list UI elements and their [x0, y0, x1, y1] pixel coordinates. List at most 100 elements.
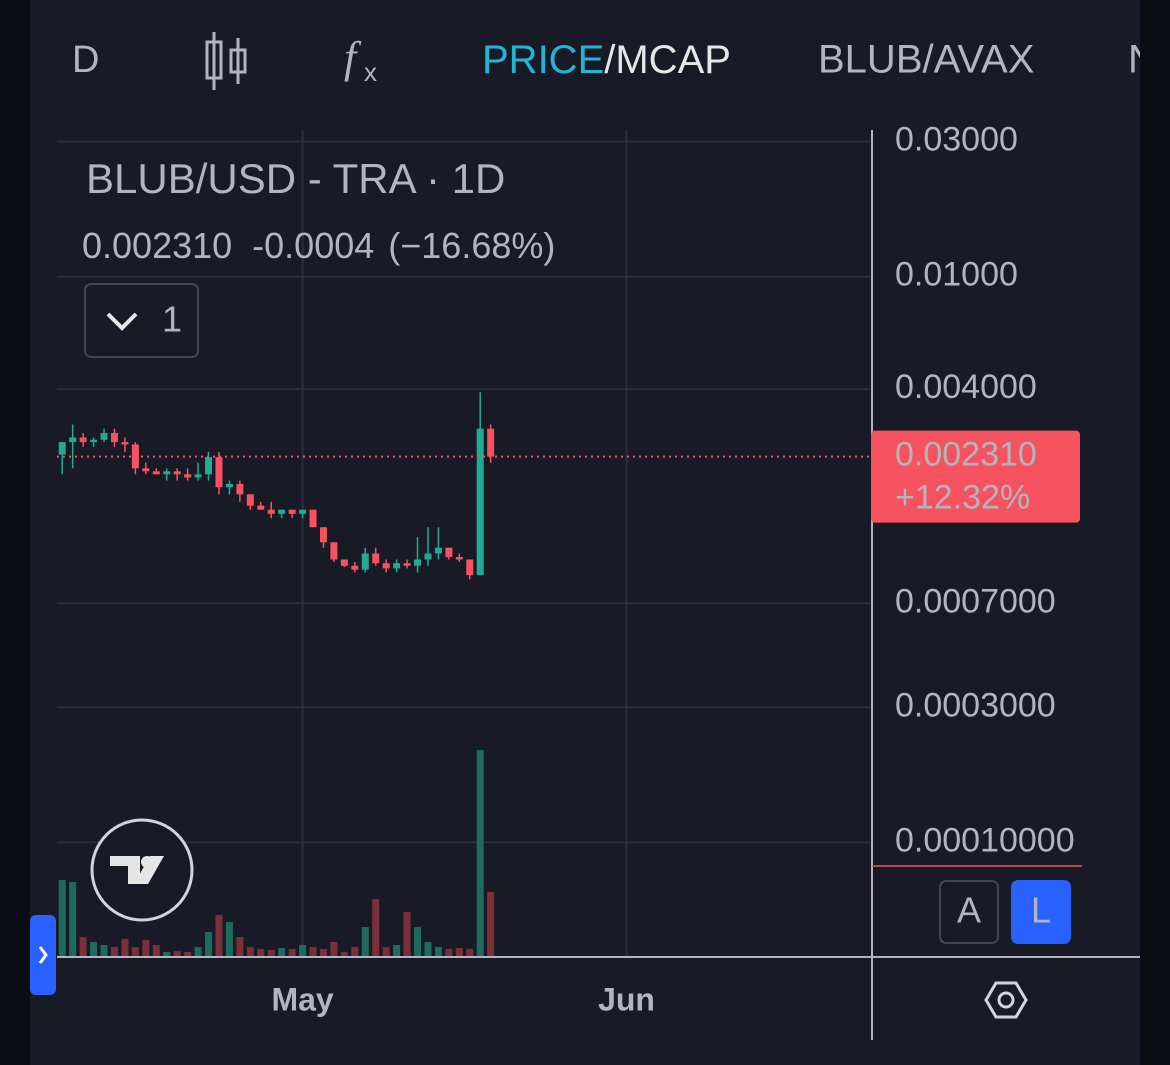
volume-bar	[69, 882, 77, 957]
volume-bar	[414, 927, 422, 957]
volume-bar	[330, 942, 338, 957]
sidebar-tab[interactable]	[30, 915, 56, 995]
y-tick-label: 0.00010000	[895, 821, 1075, 859]
settings-button[interactable]	[984, 981, 1028, 1019]
volume-bar	[131, 947, 139, 957]
candle-body	[225, 483, 233, 488]
volume-bar	[58, 880, 66, 957]
volume-bar	[455, 948, 463, 957]
candle-body	[424, 553, 432, 560]
candle-body	[299, 509, 307, 514]
volume-bar	[278, 948, 286, 957]
candle-body	[351, 565, 359, 570]
volume-bar	[382, 947, 390, 957]
volume-bar	[194, 947, 202, 957]
candle-body	[257, 505, 265, 510]
volume-bar	[236, 937, 244, 957]
candle-body	[194, 474, 202, 478]
price-option[interactable]: PRICE	[482, 38, 604, 82]
scale-mode-label: L	[1031, 890, 1051, 931]
candle-body	[100, 433, 108, 440]
scale-mode-label: A	[957, 890, 981, 931]
price-mcap-toggle[interactable]: PRICE/MCAP	[482, 38, 731, 82]
scale-mode-bg	[939, 880, 999, 944]
volume-bar	[319, 949, 327, 957]
plot	[57, 130, 870, 957]
pair-toggle[interactable]: BLUB/AVAX	[818, 38, 1034, 82]
indicators-count: 1	[162, 299, 182, 340]
volume-bar	[142, 940, 150, 957]
volume-bar	[267, 950, 275, 957]
legend-price: 0.002310	[82, 225, 232, 266]
volume-bar	[476, 750, 484, 957]
volume-bar	[257, 949, 265, 957]
candle-body	[90, 439, 98, 443]
candle-body	[340, 559, 348, 566]
last-change-label: +12.32%	[895, 479, 1030, 517]
candle-body	[58, 442, 66, 455]
candle-body	[319, 527, 327, 543]
volume-bar	[424, 942, 432, 957]
volume-bar	[393, 945, 401, 957]
volume-bar	[215, 915, 223, 957]
interval-button[interactable]: D	[72, 39, 99, 81]
volume-bar	[288, 949, 296, 957]
chart-title: BLUB/USD - TRA · 1D	[86, 155, 505, 202]
candle-body	[69, 437, 77, 443]
right-edge	[1140, 0, 1170, 1065]
candle-body	[487, 428, 495, 457]
volume-bar	[309, 947, 317, 957]
volume-bar	[445, 949, 453, 957]
volume-bar	[340, 952, 348, 957]
candle-body	[361, 553, 369, 570]
volume-bar	[372, 899, 380, 957]
scale-mode-button[interactable]: L	[1011, 880, 1071, 944]
volume-bar	[79, 937, 87, 957]
y-tick-label: 0.004000	[895, 368, 1037, 406]
volume-bar	[299, 945, 307, 957]
volume-bar	[246, 947, 254, 957]
candle-body	[278, 509, 286, 514]
tradingview-logo[interactable]	[90, 818, 194, 922]
scale-mode-button[interactable]: A	[939, 880, 999, 944]
y-tick-label: 0.01000	[895, 256, 1018, 294]
y-tick-label: 0.0007000	[895, 582, 1056, 620]
candle-body	[215, 457, 223, 488]
candle-body	[142, 468, 150, 472]
y-tick-label: 0.0003000	[895, 686, 1056, 724]
legend-values: 0.002310 -0.0004 (−16.68%)	[82, 225, 555, 266]
candle-body	[173, 471, 181, 475]
volume-bar	[163, 952, 171, 957]
volume-bar	[403, 912, 411, 957]
candle-body	[445, 547, 453, 558]
volume-bar	[466, 949, 474, 957]
indicators-toggle[interactable]: 1	[84, 283, 199, 358]
candle-body	[152, 471, 160, 475]
candle-body	[267, 509, 275, 514]
candle-body	[434, 547, 442, 554]
legend-change: -0.0004	[252, 225, 374, 266]
x-tick-label: Jun	[598, 981, 655, 1017]
candle-body	[184, 474, 192, 478]
volume-bar	[351, 947, 359, 957]
volume-bar	[361, 927, 369, 957]
candle-body	[476, 428, 484, 576]
volume-bar	[487, 892, 495, 957]
candle-body	[414, 559, 422, 566]
volume-bar	[100, 945, 108, 957]
candle-body	[382, 563, 390, 569]
candle-body	[110, 433, 118, 443]
candle-body	[288, 509, 296, 514]
svg-text:x: x	[364, 57, 377, 87]
candle-body	[393, 563, 401, 569]
volume-bar	[205, 932, 213, 957]
y-tick-label: 0.03000	[895, 121, 1018, 159]
last-price-label: 0.002310	[895, 436, 1037, 474]
chart-type-icon[interactable]	[205, 32, 247, 90]
candle-body	[163, 471, 171, 475]
mcap-option[interactable]: /MCAP	[604, 38, 731, 82]
candle-body	[246, 494, 254, 506]
candle-body	[79, 437, 87, 443]
volume-bar	[90, 942, 98, 957]
